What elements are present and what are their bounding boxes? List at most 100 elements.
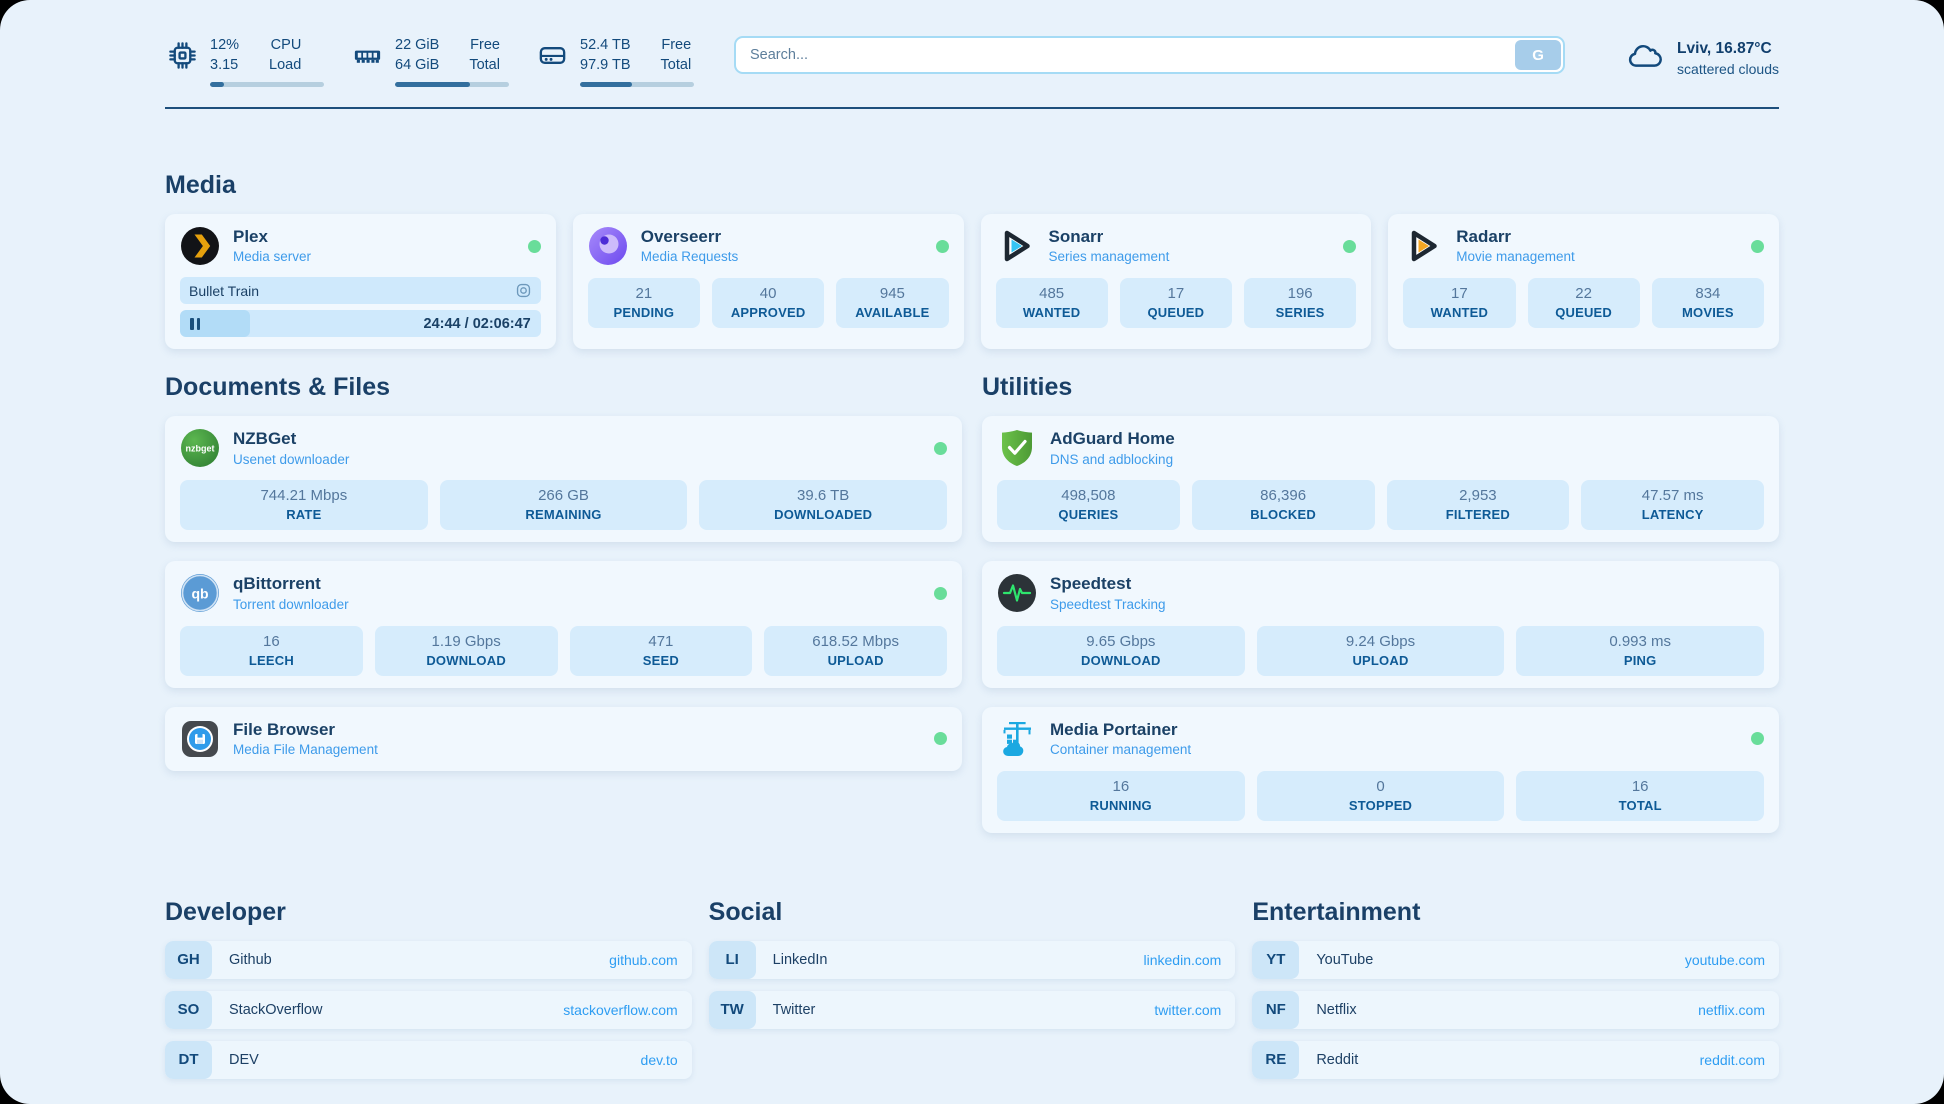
linkedin-abbr: LI bbox=[708, 940, 756, 979]
section-social: Social LI LinkedIn linkedin.com TW Twitt… bbox=[708, 897, 1236, 1041]
stat-value: 196 bbox=[1287, 285, 1313, 303]
stat-running: 16 RUNNING bbox=[997, 770, 1245, 821]
link-name: Github bbox=[229, 951, 272, 968]
app-subtitle: Speedtest Tracking bbox=[1050, 596, 1166, 612]
link-youtube[interactable]: YT YouTube youtube.com bbox=[1252, 940, 1779, 979]
search-input[interactable] bbox=[734, 36, 1566, 74]
app-subtitle: Torrent downloader bbox=[233, 596, 349, 612]
stat-value: 945 bbox=[879, 285, 905, 303]
app-title: Plex bbox=[233, 227, 268, 247]
stat-label: LEECH bbox=[248, 652, 294, 668]
stat-downloaded: 39.6 TB DOWNLOADED bbox=[699, 480, 948, 531]
portainer-card[interactable]: Media Portainer Container management 16 … bbox=[982, 706, 1779, 833]
sonarr-card[interactable]: Sonarr Series management 485 WANTED 17 Q… bbox=[980, 214, 1372, 350]
status-dot bbox=[934, 586, 947, 600]
link-twitter[interactable]: TW Twitter twitter.com bbox=[708, 990, 1236, 1029]
link-dev[interactable]: DT DEV dev.to bbox=[165, 1040, 692, 1079]
adguard-card[interactable]: AdGuard Home DNS and adblocking 498,508 … bbox=[982, 416, 1779, 543]
utilities-section-title: Utilities bbox=[982, 373, 1073, 402]
cpu-usage-value: 12% bbox=[210, 37, 240, 53]
stat-value: 47.57 ms bbox=[1641, 487, 1704, 505]
stat-value: 86,396 bbox=[1260, 487, 1307, 505]
search-engine-button[interactable]: G bbox=[1515, 40, 1562, 70]
stat-value: 39.6 TB bbox=[797, 487, 850, 505]
nzbget-card[interactable]: nzbget NZBGet Usenet downloader 744.21 M… bbox=[165, 416, 962, 543]
stat-queued: 22 QUEUED bbox=[1527, 278, 1640, 329]
speedtest-card[interactable]: Speedtest Speedtest Tracking 9.65 Gbps D… bbox=[982, 561, 1779, 688]
app-subtitle: Series management bbox=[1048, 249, 1170, 265]
svg-text:qb: qb bbox=[191, 586, 208, 602]
cloud-icon bbox=[1625, 38, 1665, 80]
filebrowser-card[interactable]: File Browser Media File Management bbox=[165, 706, 962, 771]
plex-card[interactable]: Plex Media server Bullet Train bbox=[165, 214, 556, 350]
speedtest-stats: 9.65 Gbps DOWNLOAD 9.24 Gbps UPLOAD 0.99… bbox=[997, 625, 1765, 676]
app-subtitle: Container management bbox=[1050, 741, 1192, 757]
portainer-icon bbox=[997, 719, 1037, 759]
stat-download: 9.65 Gbps DOWNLOAD bbox=[997, 625, 1245, 676]
disk-label-2: Total bbox=[660, 56, 692, 73]
stat-label: STOPPED bbox=[1348, 797, 1413, 813]
stat-wanted: 17 WANTED bbox=[1403, 278, 1516, 329]
weather-condition: scattered clouds bbox=[1677, 61, 1779, 78]
stat-value: 2,953 bbox=[1459, 487, 1497, 505]
link-name: Netflix bbox=[1316, 1001, 1357, 1018]
social-section-title: Social bbox=[708, 897, 783, 926]
weather-widget: Lviv, 16.87°C scattered clouds bbox=[1625, 36, 1779, 80]
pause-icon[interactable] bbox=[190, 317, 200, 330]
section-developer: Developer GH Github github.com SO StackO… bbox=[165, 898, 692, 1091]
section-documents: Documents & Files nzbget bbox=[165, 373, 962, 789]
stat-available: 945 AVAILABLE bbox=[836, 278, 949, 329]
stat-wanted: 485 WANTED bbox=[995, 278, 1108, 329]
status-dot bbox=[1343, 239, 1357, 253]
app-subtitle: Media Requests bbox=[640, 249, 739, 265]
ram-progress-fill bbox=[395, 82, 471, 88]
radarr-card[interactable]: Radarr Movie management 17 WANTED 22 QUE… bbox=[1388, 214, 1779, 350]
adguard-icon bbox=[997, 428, 1037, 468]
link-github[interactable]: GH Github github.com bbox=[165, 940, 692, 979]
overseerr-card[interactable]: Overseerr Media Requests 21 PENDING 40 A… bbox=[572, 214, 964, 350]
stat-movies: 834 MOVIES bbox=[1651, 278, 1764, 329]
stat-label: TOTAL bbox=[1618, 797, 1662, 813]
cpu-label-2: Load bbox=[269, 56, 302, 73]
link-linkedin[interactable]: LI LinkedIn linkedin.com bbox=[708, 940, 1236, 979]
link-name: Twitter bbox=[772, 1001, 816, 1018]
stat-value: 16 bbox=[1631, 777, 1649, 795]
disk-icon bbox=[535, 39, 569, 73]
link-url: linkedin.com bbox=[1143, 951, 1222, 968]
netflix-abbr: NF bbox=[1252, 990, 1300, 1029]
sonarr-icon bbox=[996, 226, 1036, 266]
search-bar: G bbox=[734, 36, 1566, 74]
section-media: Media Plex Media server bbox=[165, 171, 1779, 350]
stat-label: SERIES bbox=[1275, 305, 1325, 321]
cpu-label-1: CPU bbox=[270, 37, 302, 53]
playback-progress-bar: 24:44 / 02:06:47 bbox=[180, 310, 541, 338]
link-netflix[interactable]: NF Netflix netflix.com bbox=[1252, 990, 1779, 1029]
stackoverflow-abbr: SO bbox=[165, 990, 212, 1029]
stat-filtered: 2,953 FILTERED bbox=[1386, 480, 1570, 531]
stat-label: DOWNLOADED bbox=[774, 507, 873, 523]
stat-upload: 618.52 Mbps UPLOAD bbox=[764, 625, 947, 676]
link-url: youtube.com bbox=[1684, 951, 1765, 968]
app-title: Sonarr bbox=[1048, 227, 1104, 247]
stat-latency: 47.57 ms LATENCY bbox=[1581, 480, 1764, 531]
app-title: File Browser bbox=[233, 719, 336, 739]
stat-leech: 16 LEECH bbox=[180, 625, 363, 676]
reddit-abbr: RE bbox=[1252, 1040, 1300, 1079]
status-dot bbox=[934, 732, 947, 746]
stat-download: 1.19 Gbps DOWNLOAD bbox=[374, 625, 558, 676]
link-stackoverflow[interactable]: SO StackOverflow stackoverflow.com bbox=[165, 990, 692, 1029]
qbittorrent-stats: 16 LEECH 1.19 Gbps DOWNLOAD 471 SEED 6 bbox=[180, 625, 947, 676]
app-subtitle: Usenet downloader bbox=[233, 451, 350, 467]
stat-label: QUEUED bbox=[1147, 305, 1205, 321]
qbittorrent-card[interactable]: qb qBittorrent Torrent downloader 16 LEE… bbox=[165, 561, 962, 688]
stat-label: REMAINING bbox=[525, 507, 602, 523]
weather-location-temp: Lviv, 16.87°C bbox=[1677, 40, 1772, 58]
adguard-stats: 498,508 QUERIES 86,396 BLOCKED 2,953 FIL… bbox=[997, 480, 1764, 531]
svg-text:nzbget: nzbget bbox=[186, 444, 215, 454]
link-reddit[interactable]: RE Reddit reddit.com bbox=[1252, 1040, 1779, 1079]
stat-label: WANTED bbox=[1022, 305, 1081, 321]
radarr-stats: 17 WANTED 22 QUEUED 834 MOVIES bbox=[1403, 278, 1764, 329]
now-playing-settings-icon[interactable] bbox=[515, 282, 532, 299]
topbar-divider bbox=[165, 107, 1779, 110]
stat-value: 266 GB bbox=[538, 487, 589, 505]
